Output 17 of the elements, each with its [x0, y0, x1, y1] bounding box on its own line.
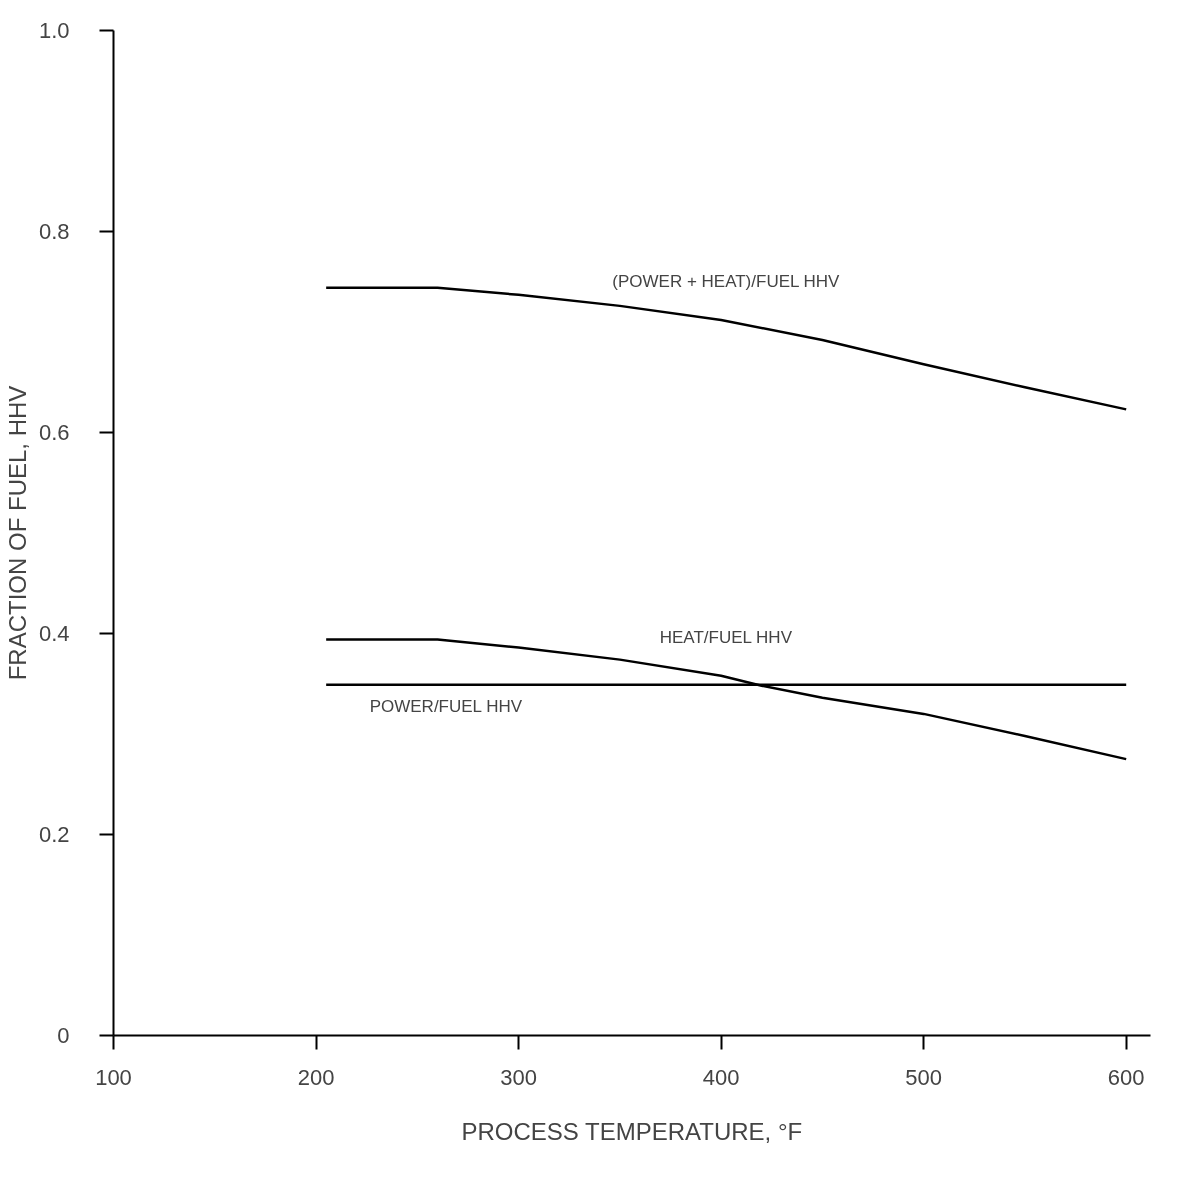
y-tick-label: 0.8: [38, 219, 70, 244]
y-tick-label: 1.0: [38, 18, 70, 43]
x-tick-label: 200: [297, 1064, 335, 1090]
series-label: HEAT/FUEL HHV: [659, 627, 793, 647]
x-tick-label: 300: [500, 1064, 537, 1090]
x-tick-label: 400: [702, 1064, 740, 1090]
y-tick-label: 0.4: [38, 621, 70, 646]
x-tick-label: 100: [95, 1064, 132, 1090]
y-tick-label: 0.2: [38, 822, 70, 847]
y-tick-label: 0.6: [38, 420, 70, 445]
series-label: (POWER + HEAT)/FUEL HHV: [612, 271, 841, 291]
y-axis-title: FRACTION OF FUEL, HHV: [3, 385, 31, 681]
y-tick-label: 0: [57, 1023, 70, 1048]
x-tick-label: 600: [1107, 1064, 1145, 1090]
x-axis-title: PROCESS TEMPERATURE, °F: [461, 1117, 803, 1145]
series-label: POWER/FUEL HHV: [369, 696, 523, 716]
x-tick-label: 500: [905, 1064, 943, 1090]
